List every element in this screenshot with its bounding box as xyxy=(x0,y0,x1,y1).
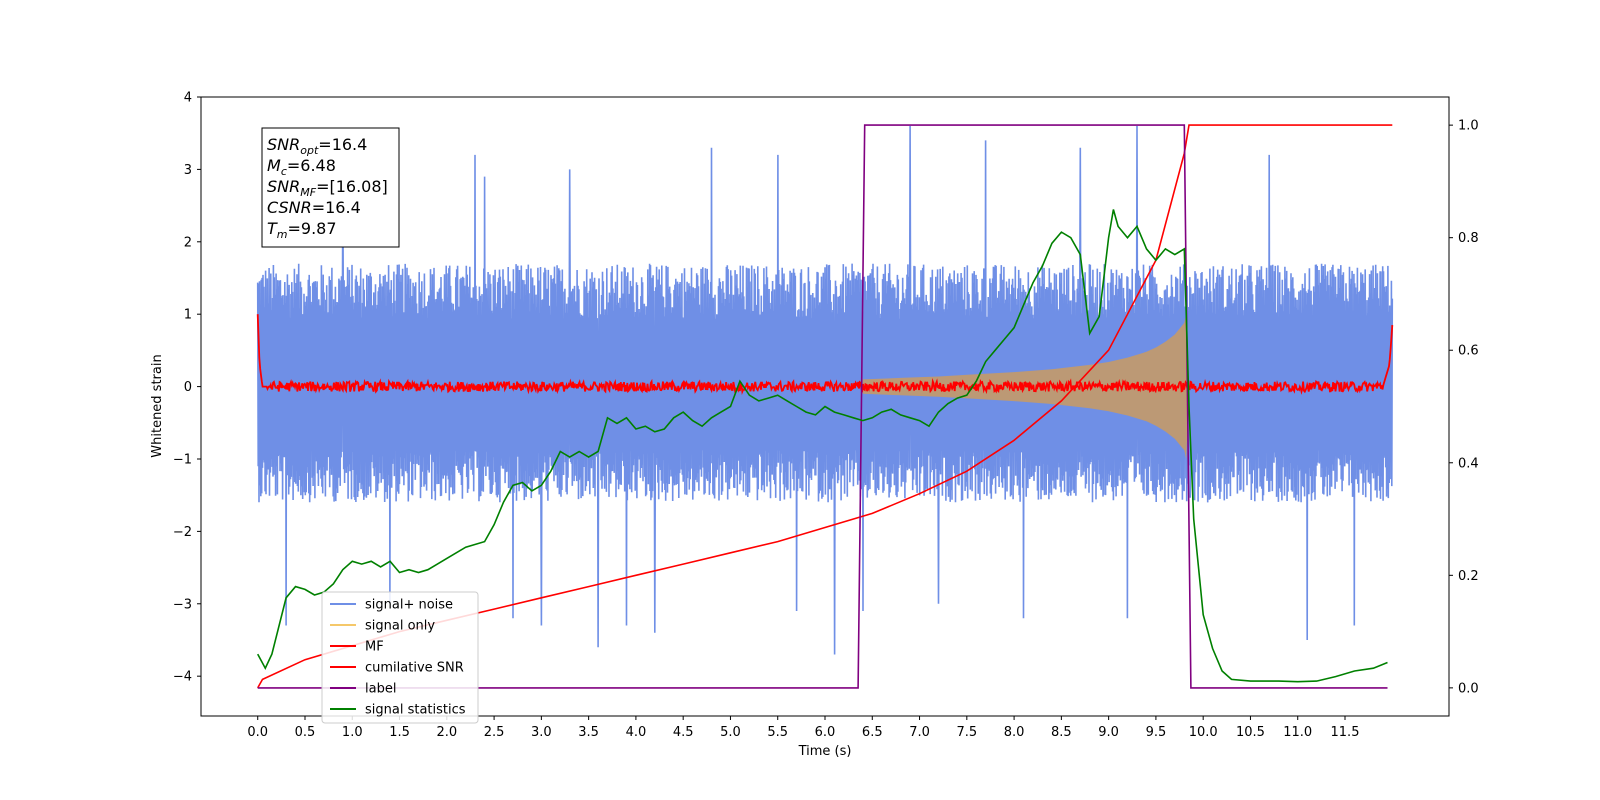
info-line: Tm=9.87 xyxy=(267,219,337,241)
x-tick-label: 11.0 xyxy=(1283,725,1312,740)
legend: signal+ noise signal only MF cumilative SNR… xyxy=(321,591,479,724)
x-tick-label: 2.0 xyxy=(436,725,457,740)
info-line: Mc=6.48 xyxy=(267,156,336,178)
x-tick-label: 10.0 xyxy=(1189,725,1218,740)
x-tick-label: 0.5 xyxy=(295,725,316,740)
x-tick-label: 3.0 xyxy=(531,725,552,740)
x-tick-label: 4.0 xyxy=(626,725,647,740)
legend-label: signal only xyxy=(365,619,435,634)
y-tick-label: 3 xyxy=(184,163,192,178)
series-signal-plus-noise-line xyxy=(256,125,1394,655)
x-tick-label: 7.0 xyxy=(909,725,930,740)
x-tick-label: 11.5 xyxy=(1331,725,1360,740)
y-axis-right: 1.0 0.8 0.6 0.4 0.2 0.0 xyxy=(1449,119,1479,696)
legend-label: signal statistics xyxy=(365,703,466,718)
y-tick-label: 2 xyxy=(184,235,192,250)
info-annotation-box: SNRopt=16.4Mc=6.48SNRMF=[16.08]CSNR=16.4… xyxy=(261,127,400,248)
y-tick-label: 4 xyxy=(184,91,192,106)
y2-tick-label: 0.8 xyxy=(1458,231,1479,246)
x-tick-label: 4.5 xyxy=(673,725,694,740)
x-tick-label: 1.5 xyxy=(389,725,410,740)
x-tick-label: 6.5 xyxy=(862,725,883,740)
info-box-frame xyxy=(261,127,400,248)
x-tick-label: 0.0 xyxy=(247,725,268,740)
x-axis: 0.0 0.5 1.0 1.5 2.0 2.5 3.0 3.5 4.0 4.5 5.0 5.5 6.0 6… xyxy=(247,716,1359,740)
y-tick-label: −3 xyxy=(173,597,192,612)
x-tick-label: 3.5 xyxy=(578,725,599,740)
legend-frame xyxy=(321,591,479,724)
y2-tick-label: 1.0 xyxy=(1458,119,1479,134)
x-tick-label: 5.5 xyxy=(767,725,788,740)
y2-tick-label: 0.0 xyxy=(1458,681,1479,696)
x-tick-label: 7.5 xyxy=(956,725,977,740)
x-tick-label: 10.5 xyxy=(1236,725,1265,740)
y-tick-label: −2 xyxy=(173,525,192,540)
legend-label: label xyxy=(365,682,396,697)
x-tick-label: 6.0 xyxy=(815,725,836,740)
x-tick-label: 2.5 xyxy=(484,725,505,740)
y-tick-label: −1 xyxy=(173,452,192,467)
y-axis-left: 4 3 2 1 0 −1 −2 −3 −4 xyxy=(173,91,201,685)
legend-label: signal+ noise xyxy=(365,598,453,613)
x-tick-label: 5.0 xyxy=(720,725,741,740)
x-axis-title: Time (s) xyxy=(798,744,852,759)
series-signal-statistics-line xyxy=(256,209,1388,683)
y-tick-label: 0 xyxy=(184,380,192,395)
y2-tick-label: 0.4 xyxy=(1458,456,1479,471)
y-tick-label: 1 xyxy=(184,308,192,323)
x-tick-label: 8.5 xyxy=(1051,725,1072,740)
series-mf-line xyxy=(256,314,1394,395)
x-tick-label: 9.5 xyxy=(1146,725,1167,740)
info-line: SNRopt=16.4 xyxy=(267,135,367,157)
x-tick-label: 8.0 xyxy=(1004,725,1025,740)
y2-tick-label: 0.6 xyxy=(1458,344,1479,359)
y-axis-title: Whitened strain xyxy=(150,354,165,457)
x-tick-label: 1.0 xyxy=(342,725,363,740)
series-label-line xyxy=(257,124,1388,689)
y2-tick-label: 0.2 xyxy=(1458,569,1479,584)
y-tick-label: −4 xyxy=(173,670,192,685)
x-tick-label: 9.0 xyxy=(1098,725,1119,740)
legend-label: cumilative SNR xyxy=(365,661,464,676)
info-line: SNRMF=[16.08] xyxy=(267,177,388,199)
info-line: CSNR=16.4 xyxy=(267,198,361,217)
legend-label: MF xyxy=(365,640,384,655)
